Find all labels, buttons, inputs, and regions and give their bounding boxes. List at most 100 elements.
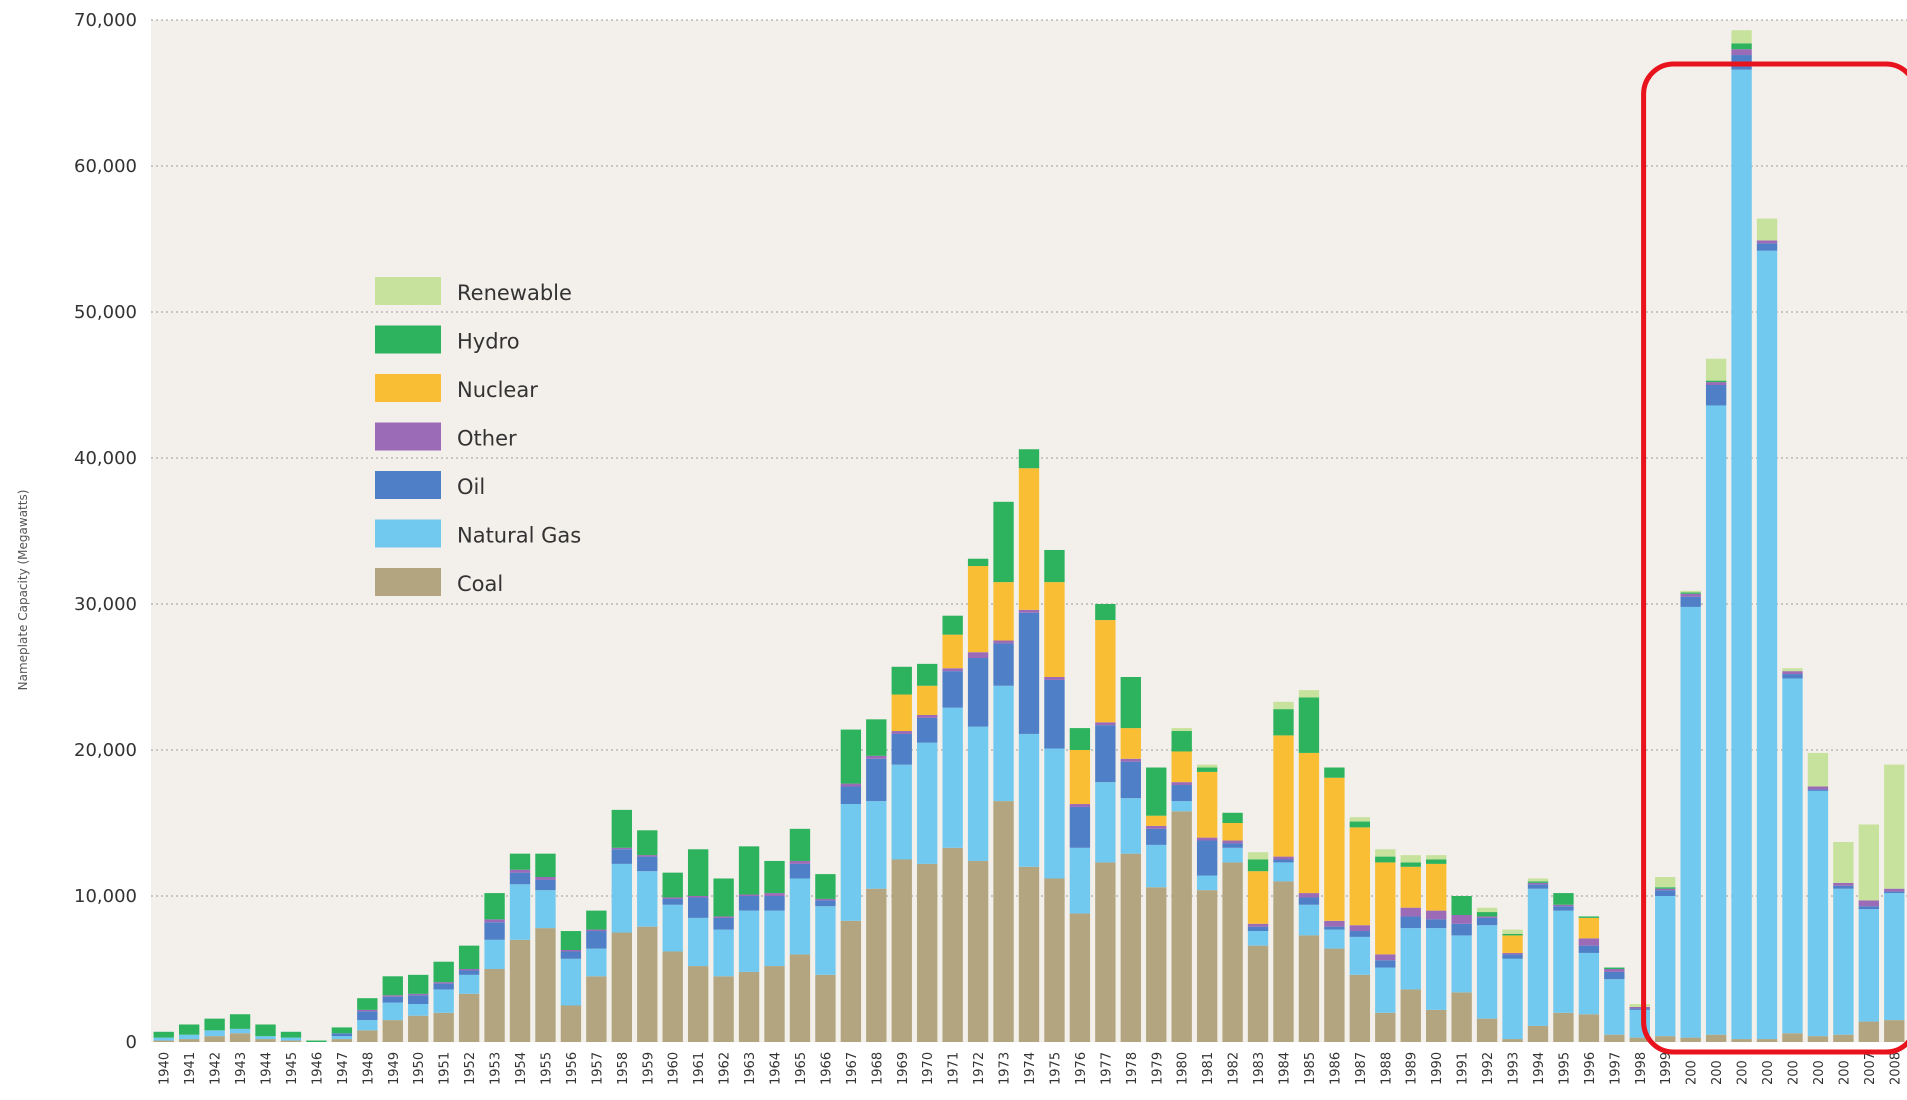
bar-other-1995: [1553, 904, 1574, 907]
bar-coal-1956: [560, 1005, 582, 1042]
x-tick-label: 1947: [336, 1052, 351, 1085]
bar-natural-gas-1950: [408, 1004, 429, 1016]
bar-coal-1980: [1171, 811, 1192, 1042]
x-tick-label: 1987: [1354, 1052, 1369, 1085]
bar-coal-1958: [611, 932, 632, 1042]
bar-natural-gas-1972: [967, 726, 989, 861]
bar-coal-1991: [1451, 992, 1472, 1042]
x-tick-label: 1983: [1252, 1052, 1267, 1085]
x-tick-label: 1944: [260, 1052, 275, 1085]
legend-label-natural-gas: Natural Gas: [457, 524, 581, 548]
bar-other-1988: [1375, 954, 1396, 961]
bar-hydro-1956: [560, 931, 582, 951]
bar-oil-1975: [1044, 679, 1065, 749]
bar-oil-1970: [917, 717, 938, 743]
bar-other-1972: [967, 652, 989, 659]
bar-natural-gas-1994: [1527, 888, 1549, 1026]
bar-hydro-1987: [1349, 821, 1371, 828]
bar-natural-gas-2008: [1884, 893, 1905, 1021]
bar-oil-1985: [1298, 897, 1320, 905]
bar-other-1975: [1044, 677, 1065, 680]
bar-natural-gas-1991: [1451, 935, 1472, 993]
bar-natural-gas-1982: [1222, 847, 1243, 863]
bar-coal-1973: [993, 801, 1014, 1042]
bar-oil-1992: [1476, 917, 1498, 926]
bar-renewable-1993: [1502, 929, 1523, 934]
bar-natural-gas-1941: [178, 1034, 200, 1040]
bar-coal-1995: [1553, 1012, 1574, 1042]
bar-nuclear-1988: [1375, 862, 1396, 955]
bar-oil-1951: [433, 983, 454, 990]
x-tick-label: 1942: [209, 1052, 224, 1085]
bar-natural-gas-1970: [917, 742, 938, 864]
legend: Renewable Hydro Nuclear Other Oil Natural Gas…: [375, 277, 581, 596]
bar-renewable-2004: [1782, 668, 1803, 672]
bar-natural-gas-1985: [1298, 904, 1320, 936]
bar-hydro-1972: [967, 558, 989, 567]
y-tick-label: 60,000: [74, 156, 137, 177]
x-tick-label: 1976: [1074, 1052, 1089, 1085]
x-tick-label: 1975: [1048, 1052, 1063, 1085]
bar-coal-2002: [1731, 1039, 1752, 1042]
bar-renewable-1992: [1476, 907, 1498, 913]
bar-coal-1957: [586, 976, 607, 1042]
bar-nuclear-1976: [1069, 750, 1091, 805]
bar-other-2003: [1756, 240, 1778, 244]
bar-hydro-1999: [1655, 887, 1676, 889]
legend-swatch-other: [375, 422, 441, 451]
x-tick-label: 1955: [539, 1052, 554, 1085]
bar-nuclear-1975: [1044, 582, 1065, 677]
bar-other-2000: [1680, 593, 1701, 597]
bar-other-1969: [891, 731, 912, 734]
bar-other-1957: [586, 929, 607, 932]
bar-natural-gas-1976: [1069, 847, 1091, 914]
x-tick-label: 1957: [590, 1052, 605, 1085]
bar-hydro-1951: [433, 961, 454, 983]
bar-nuclear-1982: [1222, 823, 1243, 841]
bar-other-2004: [1782, 671, 1803, 675]
x-tick-label: 1972: [972, 1052, 987, 1085]
bar-hydro-1970: [917, 663, 938, 686]
x-tick-label: 1995: [1557, 1052, 1572, 1085]
bar-coal-1982: [1222, 862, 1243, 1042]
bar-natural-gas-1977: [1095, 782, 1116, 863]
bar-natural-gas-1969: [891, 764, 912, 860]
bar-hydro-1962: [713, 878, 734, 917]
bar-oil-1972: [967, 658, 989, 727]
x-tick-label: 1966: [819, 1052, 834, 1085]
bar-natural-gas-1963: [738, 910, 760, 972]
bar-natural-gas-1951: [433, 989, 454, 1013]
x-tick-label: 1993: [1507, 1052, 1522, 1085]
bar-natural-gas-1955: [535, 890, 556, 929]
bar-natural-gas-2003: [1756, 250, 1778, 1040]
bar-renewable-2003: [1756, 218, 1778, 241]
bar-nuclear-1984: [1273, 735, 1294, 857]
bar-hydro-1975: [1044, 549, 1065, 583]
bar-natural-gas-1949: [382, 1002, 403, 1021]
bar-oil-1959: [637, 856, 658, 872]
bar-hydro-1960: [662, 872, 683, 898]
bar-natural-gas-2005: [1807, 790, 1829, 1037]
bar-nuclear-1985: [1298, 752, 1320, 894]
bar-oil-1997: [1604, 971, 1625, 980]
bar-hydro-1963: [738, 846, 760, 895]
bar-nuclear-1973: [993, 582, 1014, 641]
x-tick-label: 1953: [489, 1052, 504, 1085]
bar-renewable-2006: [1833, 841, 1854, 883]
x-tick-label: 1978: [1125, 1052, 1140, 1085]
bar-oil-1993: [1502, 954, 1523, 959]
bar-renewable-1988: [1375, 849, 1396, 857]
bar-hydro-1941: [178, 1024, 200, 1035]
x-tick-label: 1982: [1227, 1052, 1242, 1085]
bar-hydro-1954: [509, 853, 531, 870]
bar-natural-gas-1962: [713, 929, 734, 977]
y-tick-label: 40,000: [74, 448, 137, 469]
x-tick-label: 2007: [1863, 1052, 1878, 1085]
bar-coal-1953: [484, 969, 505, 1042]
bar-nuclear-1987: [1349, 827, 1371, 926]
bar-oil-1964: [764, 896, 785, 911]
bar-coal-1986: [1324, 948, 1345, 1042]
bar-oil-1989: [1400, 916, 1421, 929]
bar-natural-gas-1956: [560, 958, 582, 1006]
